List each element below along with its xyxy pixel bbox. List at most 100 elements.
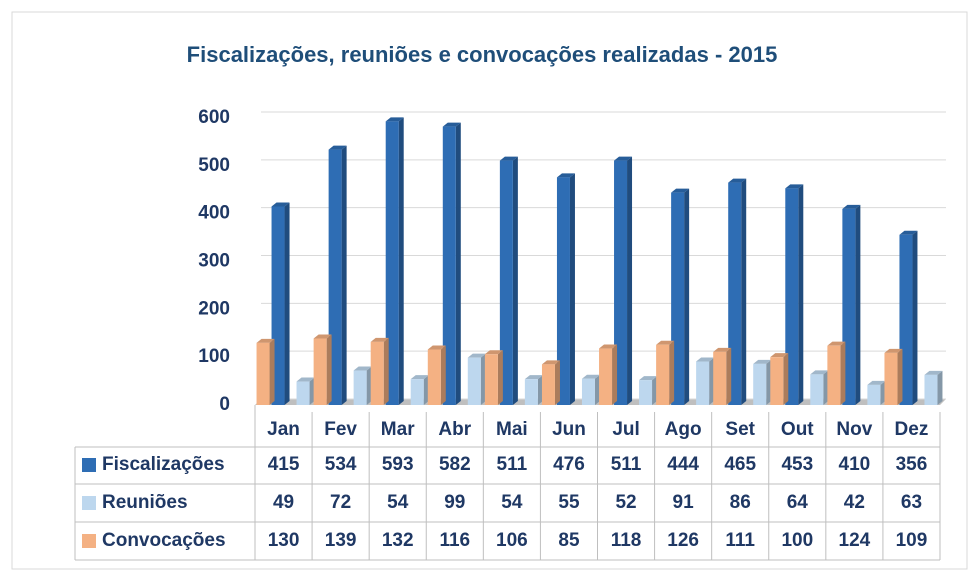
bar-side: [554, 360, 560, 405]
bar-side: [823, 370, 829, 405]
y-tick-label: 400: [198, 203, 230, 224]
bar-side: [798, 184, 804, 405]
table-value: 356: [896, 454, 928, 475]
y-tick-label: 300: [198, 251, 230, 272]
bar-top: [867, 380, 886, 385]
bar-side: [423, 375, 429, 405]
table-value: 130: [268, 530, 300, 551]
category-label: Mar: [381, 419, 415, 440]
table-value: 54: [387, 492, 409, 513]
table-value: 55: [558, 492, 580, 513]
bar-side: [537, 375, 543, 405]
bar-side: [855, 204, 861, 405]
bar-top: [296, 377, 315, 382]
table-value: 444: [667, 454, 699, 475]
category-label: Jun: [552, 419, 586, 440]
y-tick-label: 0: [219, 394, 230, 415]
bar: [656, 344, 670, 405]
bar: [484, 354, 498, 405]
table-value: 111: [725, 530, 755, 551]
bar: [899, 234, 913, 405]
table-value: 511: [611, 454, 642, 475]
table-value: 124: [839, 530, 871, 551]
bar-top: [785, 184, 804, 189]
bar-side: [341, 145, 347, 405]
bar: [296, 381, 310, 405]
bar: [427, 349, 441, 405]
bar: [385, 121, 399, 406]
bar: [370, 341, 384, 405]
y-tick-label: 100: [198, 346, 230, 367]
bar-top: [467, 353, 486, 358]
bar-top: [385, 117, 404, 122]
table-value: 49: [273, 492, 294, 513]
bar-side: [937, 370, 943, 405]
table-value: 582: [439, 454, 471, 475]
bar-top: [581, 374, 600, 379]
bar: [924, 374, 938, 405]
bar-side: [594, 374, 600, 405]
bar: [556, 177, 570, 405]
table-value: 64: [787, 492, 809, 513]
bar-top: [827, 341, 846, 346]
table-value: 106: [496, 530, 528, 551]
category-label: Jul: [612, 419, 639, 440]
bar-side: [269, 338, 275, 405]
bar-side: [684, 188, 690, 405]
bar-top: [328, 145, 347, 150]
bar: [467, 357, 481, 405]
bar-side: [709, 357, 715, 405]
bar: [785, 188, 799, 405]
bar-side: [612, 344, 618, 405]
bar-top: [713, 347, 732, 352]
bar: [499, 160, 513, 405]
bar-top: [556, 173, 575, 178]
table-value: 139: [325, 530, 357, 551]
bar-side: [383, 337, 389, 405]
bar-top: [753, 359, 772, 364]
bar-top: [484, 350, 503, 355]
bar: [810, 374, 824, 405]
legend-label: Fiscalizações: [102, 454, 225, 475]
y-tick-label: 500: [198, 155, 230, 176]
table-value: 116: [439, 530, 470, 551]
legend-key: [82, 496, 96, 510]
table-value: 54: [501, 492, 523, 513]
bar-top: [639, 376, 658, 381]
bar-top: [541, 360, 560, 365]
table-value: 99: [444, 492, 465, 513]
bar: [541, 364, 555, 405]
table-value: 476: [553, 454, 585, 475]
bar: [524, 379, 538, 405]
bar-top: [499, 156, 518, 161]
legend-label: Reuniões: [102, 492, 188, 513]
bar: [256, 342, 270, 405]
bar-side: [669, 340, 675, 405]
category-label: Dez: [895, 419, 929, 440]
bar-top: [842, 204, 861, 209]
bar-side: [366, 366, 372, 405]
bar: [442, 126, 456, 406]
bar-side: [284, 202, 290, 405]
bar: [639, 380, 653, 405]
bar-top: [353, 366, 372, 371]
table-value: 85: [558, 530, 580, 551]
chart-title: Fiscalizações, reuniões e convocações re…: [187, 42, 778, 67]
table-value: 91: [673, 492, 695, 513]
bar: [410, 379, 424, 405]
bar-side: [897, 348, 903, 405]
table-value: 465: [724, 454, 756, 475]
bar: [842, 208, 856, 405]
bar-side: [398, 117, 404, 406]
bar-side: [480, 353, 486, 405]
bar-top: [614, 156, 633, 161]
bar-side: [455, 122, 461, 406]
bar-top: [524, 375, 543, 380]
bar-side: [741, 178, 747, 405]
bar-top: [671, 188, 690, 193]
legend-label: Convocações: [102, 530, 226, 551]
category-label: Ago: [665, 419, 702, 440]
bar-side: [440, 345, 446, 405]
bar-top: [696, 357, 715, 362]
